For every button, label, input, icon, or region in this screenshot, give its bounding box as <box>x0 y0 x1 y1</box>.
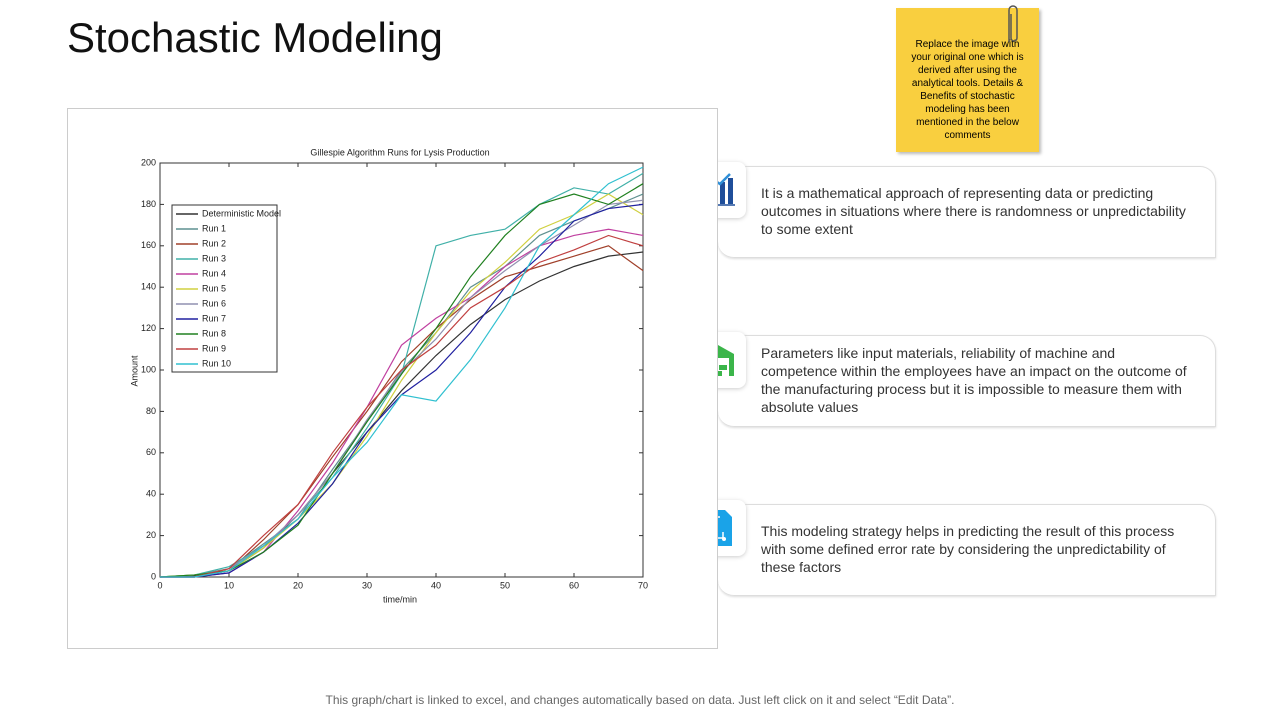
x-tick-label: 70 <box>638 580 648 590</box>
clip <box>1008 5 1018 42</box>
card: Parameters like input materials, reliabi… <box>718 335 1216 427</box>
legend-label: Run 3 <box>202 253 226 263</box>
legend-label: Run 1 <box>202 223 226 233</box>
legend-label: Run 5 <box>202 283 226 293</box>
x-tick-label: 0 <box>157 580 162 590</box>
x-tick-label: 40 <box>431 580 441 590</box>
y-tick-label: 20 <box>146 530 156 540</box>
slide-title: Stochastic Modeling <box>67 14 443 61</box>
y-tick-label: 200 <box>141 157 156 167</box>
y-tick-label: 180 <box>141 199 156 209</box>
card: This modeling strategy helps in predicti… <box>718 504 1216 596</box>
legend-label: Run 7 <box>202 313 226 323</box>
legend-label: Run 4 <box>202 268 226 278</box>
x-axis-label: time/min <box>383 594 417 604</box>
y-tick-label: 100 <box>141 364 156 374</box>
footer: This graph/chart is linked to excel, and… <box>325 693 955 707</box>
series-line <box>160 166 644 578</box>
chart-title: Gillespie Algorithm Runs for Lysis Produ… <box>310 147 489 157</box>
y-tick-label: 120 <box>141 323 156 333</box>
y-tick-label: 40 <box>146 489 156 499</box>
y-axis-label: Amount <box>129 355 139 387</box>
y-tick-label: 60 <box>146 447 156 457</box>
chart: Gillespie Algorithm Runs for Lysis Produ… <box>67 108 718 649</box>
series-line <box>159 183 644 578</box>
sticky-note: Replace the image with your original one… <box>896 8 1039 152</box>
x-tick-label: 50 <box>500 580 510 590</box>
y-tick-label: 0 <box>151 571 156 581</box>
legend-label: Run 2 <box>202 238 226 248</box>
y-tick-label: 160 <box>141 240 156 250</box>
series-line <box>160 234 644 578</box>
card: It is a mathematical approach of represe… <box>718 166 1216 258</box>
legend-label: Deterministic Model <box>202 208 281 218</box>
legend-label: Run 9 <box>202 343 226 353</box>
x-tick-label: 10 <box>224 580 234 590</box>
y-tick-label: 80 <box>146 406 156 416</box>
x-tick-label: 20 <box>293 580 303 590</box>
legend-label: Run 10 <box>202 358 231 368</box>
y-tick-label: 140 <box>141 282 156 292</box>
x-tick-label: 60 <box>569 580 579 590</box>
legend-label: Run 6 <box>202 298 226 308</box>
legend-label: Run 8 <box>202 328 226 338</box>
x-tick-label: 30 <box>362 580 372 590</box>
chart-frame <box>67 108 718 649</box>
